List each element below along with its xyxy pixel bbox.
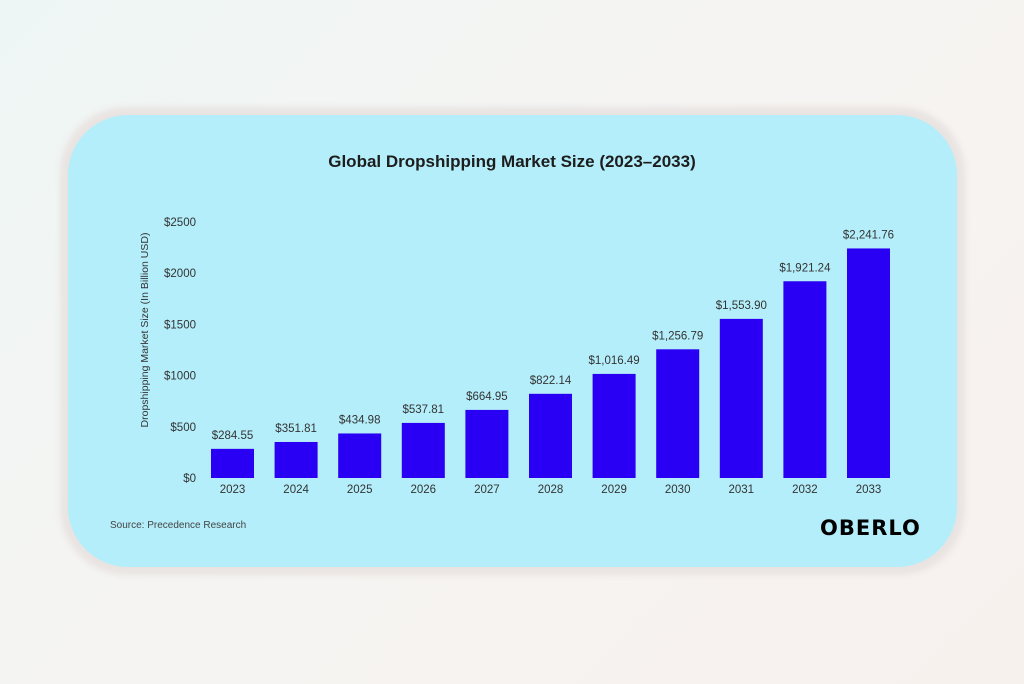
x-tick-label: 2024 [283, 484, 309, 496]
data-label: $284.55 [212, 430, 254, 442]
x-tick-label: 2023 [220, 484, 246, 496]
y-tick-label: $1000 [164, 371, 196, 383]
bar-2026 [401, 422, 445, 478]
y-axis-label: Dropshipping Market Size (In Billion USD… [139, 233, 151, 428]
data-label: $1,256.79 [652, 330, 703, 342]
data-label: $2,241.76 [843, 229, 894, 241]
x-tick-label: 2028 [538, 484, 564, 496]
bar-2027 [465, 409, 509, 478]
bar-2032 [783, 281, 827, 478]
x-tick-label: 2029 [601, 484, 627, 496]
data-label: $537.81 [403, 404, 445, 416]
chart-title: Global Dropshipping Market Size (2023–20… [328, 152, 696, 171]
x-tick-label: 2025 [347, 484, 373, 496]
x-tick-label: 2026 [411, 484, 437, 496]
y-tick-label: $2000 [164, 268, 196, 280]
bar-2033 [847, 248, 890, 478]
bar-2030 [656, 349, 700, 478]
bar-2024 [274, 441, 318, 478]
data-label: $664.95 [466, 391, 508, 403]
y-tick-label: $500 [170, 422, 196, 434]
source-note: Source: Precedence Research [110, 520, 247, 531]
x-tick-label: 2030 [665, 484, 691, 496]
data-label: $1,553.90 [716, 300, 767, 312]
data-label: $1,016.49 [589, 355, 640, 367]
x-tick-label: 2032 [792, 484, 818, 496]
x-tick-label: 2031 [729, 484, 755, 496]
bar-2023 [211, 448, 254, 478]
bar-2029 [592, 373, 636, 478]
x-tick-label: 2027 [474, 484, 500, 496]
data-label: $351.81 [275, 423, 317, 435]
data-label: $434.98 [339, 414, 381, 426]
bar-2031 [719, 318, 763, 478]
bar-2025 [338, 433, 382, 478]
data-label: $822.14 [530, 375, 572, 387]
bar-2028 [529, 393, 572, 478]
y-tick-label: $0 [183, 473, 196, 485]
y-tick-label: $1500 [164, 319, 196, 331]
oberlo-logo: OBERLO [820, 516, 921, 540]
y-tick-label: $2500 [164, 217, 196, 229]
x-tick-label: 2033 [856, 484, 882, 496]
data-label: $1,921.24 [779, 262, 831, 274]
